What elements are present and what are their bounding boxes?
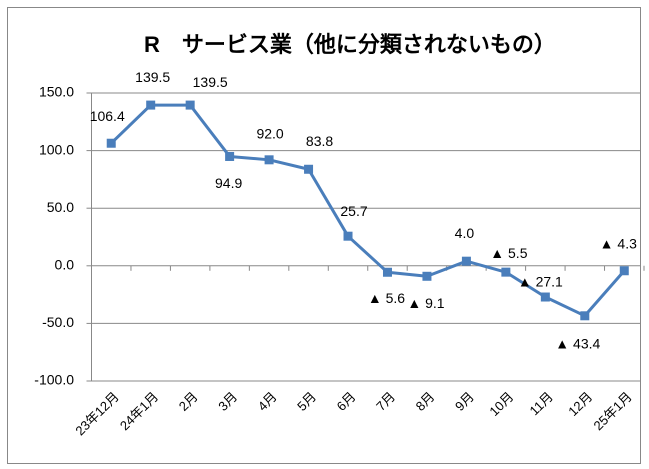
marker — [461, 256, 471, 266]
y-tick-label: 50.0 — [47, 199, 74, 215]
data-label: 92.0 — [256, 126, 283, 142]
y-tick-label: 150.0 — [39, 84, 74, 100]
data-label: 94.9 — [215, 175, 242, 191]
data-label: 139.5 — [135, 69, 170, 85]
data-label: ▲ 27.1 — [518, 274, 563, 290]
y-tick-label: -100.0 — [34, 372, 74, 388]
marker — [106, 138, 116, 148]
marker — [580, 311, 590, 321]
chart-border — [7, 7, 641, 464]
series-line — [110, 103, 626, 318]
data-label: 25.7 — [340, 203, 367, 219]
data-label: 4.0 — [455, 225, 475, 241]
chart-title: R サービス業（他に分類されないもの） — [144, 32, 556, 57]
marker — [540, 292, 550, 302]
data-label: ▲ 4.3 — [600, 235, 637, 251]
y-tick-label: 0.0 — [55, 257, 75, 273]
data-label: 106.4 — [90, 108, 125, 124]
data-label: 139.5 — [193, 74, 228, 90]
marker — [343, 231, 353, 241]
data-label: ▲ 5.6 — [368, 290, 405, 306]
data-label: ▲ 5.5 — [490, 245, 527, 261]
marker — [422, 271, 432, 281]
y-tick-label: -50.0 — [42, 314, 74, 330]
marker — [264, 155, 274, 165]
marker — [146, 100, 156, 110]
y-tick-label: 100.0 — [39, 141, 74, 157]
marker — [185, 100, 195, 110]
marker — [382, 267, 392, 277]
marker — [501, 267, 511, 277]
data-label: ▲ 9.1 — [407, 295, 444, 311]
data-label: 83.8 — [306, 133, 333, 149]
marker — [304, 164, 314, 174]
marker — [225, 151, 235, 161]
data-label: ▲ 43.4 — [555, 335, 600, 351]
marker — [619, 266, 629, 276]
